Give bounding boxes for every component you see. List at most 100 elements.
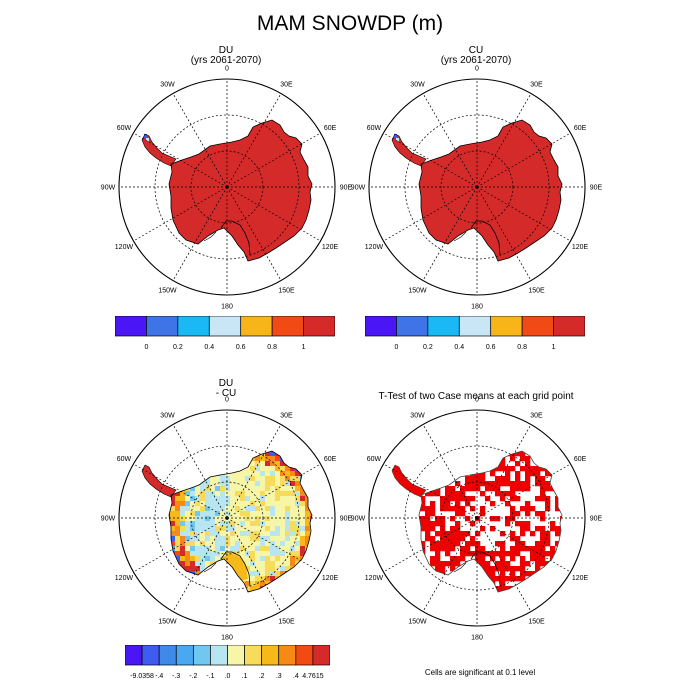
longitude-label-120w: 120W <box>115 244 134 251</box>
colorbar-du: 0 0.2 0.4 0.6 0.8 1 <box>115 316 335 351</box>
panel-title-cu-line1: CU <box>468 45 484 56</box>
longitude-label-60e: 60E <box>574 125 587 132</box>
colorbar-label: 0.2 <box>173 344 183 351</box>
panel-title-cu-line2: (yrs 2061-2070) <box>440 55 512 66</box>
panel-title-du-line2: (yrs 2061-2070) <box>190 55 262 66</box>
colorbar-swatch <box>295 645 314 666</box>
colorbar-swatch <box>427 316 460 337</box>
map-boundary <box>118 409 336 627</box>
longitude-label-180: 180 <box>471 304 483 311</box>
longitude-label-180: 180 <box>221 635 233 642</box>
colorbar-label: 1 <box>552 344 556 351</box>
colorbar-diff: -9.0358 -.4 -.3 -.2 -.1 .0 .1 .2 .3 .4 4.7615 <box>125 645 330 680</box>
longitude-label-120w: 120W <box>365 575 384 582</box>
colorbar-label: -.4 <box>155 673 163 680</box>
map-grid: 0 30E 60E 90E 120E 150E 180 150W 120W 90W 60W 30W <box>101 66 353 311</box>
colorbar-label: 4.7615 <box>302 673 324 680</box>
map-grid: 0 30E 60E 90E 120E 150E 180 150W 120W 90W 60W 30W <box>101 397 353 642</box>
longitude-label-0: 0 <box>225 66 229 73</box>
longitude-label-150w: 150W <box>158 288 177 295</box>
longitude-label-120e: 120E <box>322 575 339 582</box>
colorbar-label: 0.6 <box>486 344 496 351</box>
longitude-label-60e: 60E <box>324 456 337 463</box>
longitude-label-0: 0 <box>475 66 479 73</box>
colorbar-label: 0 <box>144 344 148 351</box>
colorbar-swatch <box>458 316 492 337</box>
longitude-label-90w: 90W <box>101 185 116 192</box>
map-boundary <box>118 78 336 296</box>
longitude-label-60w: 60W <box>367 125 382 132</box>
map-grid: 0 30E 60E 90E 120E 150E 180 150W 120W 90W 60W 30W <box>351 66 603 311</box>
longitude-label-120e: 120E <box>572 575 589 582</box>
colorbar-cu: 0 0.2 0.4 0.6 0.8 1 <box>365 316 585 351</box>
colorbar-swatch <box>115 316 147 337</box>
map-ttest: 0 30E 60E 90E 120E 150E 180 150W 120W 90W 60W 30W <box>351 397 603 642</box>
colorbar-swatch <box>271 316 304 337</box>
longitude-label-150e: 150E <box>278 288 295 295</box>
colorbar-swatch <box>261 645 280 666</box>
map-boundary <box>368 409 586 627</box>
map-du: 0 30E 60E 90E 120E 150E 180 150W 120W 90W 60W 30W <box>101 66 353 311</box>
colorbar-swatch <box>396 316 429 337</box>
longitude-label-90w: 90W <box>351 185 366 192</box>
map-cu: 0 30E 60E 90E 120E 150E 180 150W 120W 90W 60W 30W <box>351 66 603 311</box>
difference-field <box>142 451 312 592</box>
colorbar-swatch <box>303 316 335 337</box>
colorbar-swatch <box>208 316 242 337</box>
longitude-label-0: 0 <box>225 397 229 404</box>
panel-title-ttest: T-Test of two Case means at each grid po… <box>378 391 574 402</box>
colorbar-label: -9.0358 <box>130 673 154 680</box>
colorbar-swatch <box>175 645 194 666</box>
longitude-label-90e: 90E <box>340 185 353 192</box>
panel-title-cu: CU (yrs 2061-2070) <box>376 46 576 66</box>
colorbar-label: -.1 <box>206 673 214 680</box>
longitude-label-30e: 30E <box>530 81 543 88</box>
colorbar-swatch <box>312 645 330 666</box>
panel-title-diff: DU - CU <box>126 379 326 399</box>
panel-title-diff-line1: DU <box>218 378 234 389</box>
colorbar-label: 0.2 <box>423 344 433 351</box>
colorbar-swatch <box>192 645 211 666</box>
longitude-label-90w: 90W <box>351 516 366 523</box>
colorbar-label: 0.6 <box>236 344 246 351</box>
colorbar-label: .2 <box>259 673 265 680</box>
colorbar-swatch <box>244 645 263 666</box>
colorbar-swatch <box>158 645 177 666</box>
longitude-label-120e: 120E <box>572 244 589 251</box>
colorbar-label: 0.8 <box>517 344 527 351</box>
colorbar-swatch <box>278 645 297 666</box>
longitude-label-120e: 120E <box>322 244 339 251</box>
longitude-label-90e: 90E <box>340 516 353 523</box>
significance-note: Cells are significant at 0.1 level <box>424 668 536 677</box>
map-boundary <box>368 78 586 296</box>
colorbar-label: -.2 <box>189 673 197 680</box>
longitude-label-120w: 120W <box>115 575 134 582</box>
panel-title-du-line1: DU <box>218 45 234 56</box>
colorbar-label: 1 <box>302 344 306 351</box>
colorbar-swatch <box>125 645 143 666</box>
longitude-label-30e: 30E <box>530 412 543 419</box>
colorbar-label: 0 <box>394 344 398 351</box>
longitude-label-150e: 150E <box>528 619 545 626</box>
colorbar-label: -.3 <box>172 673 180 680</box>
map-difference: 0 30E 60E 90E 120E 150E 180 150W 120W 90W 60W 30W <box>101 397 353 642</box>
longitude-label-60w: 60W <box>117 125 132 132</box>
colorbar-swatch <box>553 316 585 337</box>
colorbar-swatch <box>146 316 179 337</box>
colorbar-label: .1 <box>242 673 248 680</box>
significance-mask <box>392 451 562 592</box>
panel-title-diff-line2: - CU <box>215 388 237 399</box>
longitude-label-0: 0 <box>475 397 479 404</box>
longitude-label-60e: 60E <box>574 456 587 463</box>
longitude-label-30w: 30W <box>410 81 425 88</box>
colorbar-swatch <box>210 645 228 666</box>
longitude-label-180: 180 <box>221 304 233 311</box>
colorbar-swatch <box>240 316 273 337</box>
colorbar-label: .4 <box>293 673 299 680</box>
colorbar-swatch <box>521 316 554 337</box>
colorbar-swatch <box>365 316 397 337</box>
map-grid: 0 30E 60E 90E 120E 150E 180 150W 120W 90W 60W 30W <box>351 397 603 642</box>
longitude-label-150w: 150W <box>408 619 427 626</box>
longitude-label-180: 180 <box>471 635 483 642</box>
colorbar-swatch <box>141 645 160 666</box>
